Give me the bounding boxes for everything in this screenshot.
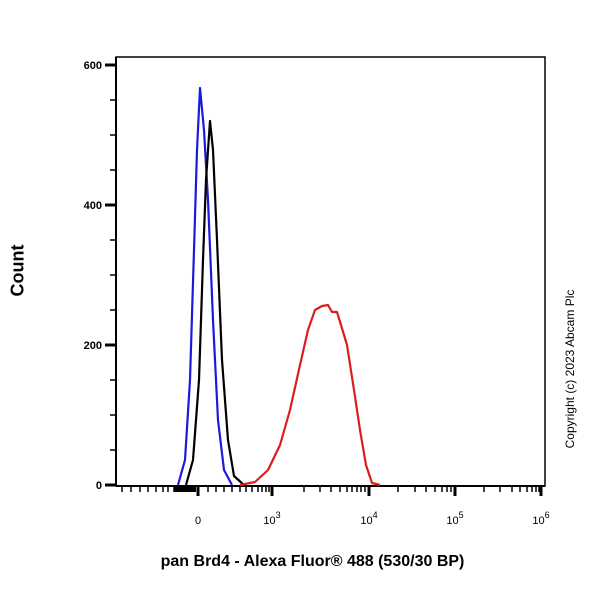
y-tick-label: 200 [84,340,102,352]
plot-frame [115,56,546,487]
histogram-black [184,119,245,486]
copyright-text: Copyright (c) 2023 Abcam Plc [563,289,577,449]
y-tick-label: 400 [84,200,102,212]
x-tick-label: 104 [360,510,377,527]
x-axis-label: pan Brd4 - Alexa Fluor® 488 (530/30 BP) [160,553,465,570]
y-tick-label: 600 [84,60,102,72]
histogram-red [239,303,381,487]
histogram-blue [176,86,233,486]
x-tick-label: 105 [446,510,463,527]
x-tick-label: 106 [532,510,549,527]
x-tick-label: 0 [195,515,201,527]
x-tick-label: 103 [263,510,280,527]
y-tick-label: 0 [96,480,102,492]
y-axis-label: Count [7,244,28,297]
